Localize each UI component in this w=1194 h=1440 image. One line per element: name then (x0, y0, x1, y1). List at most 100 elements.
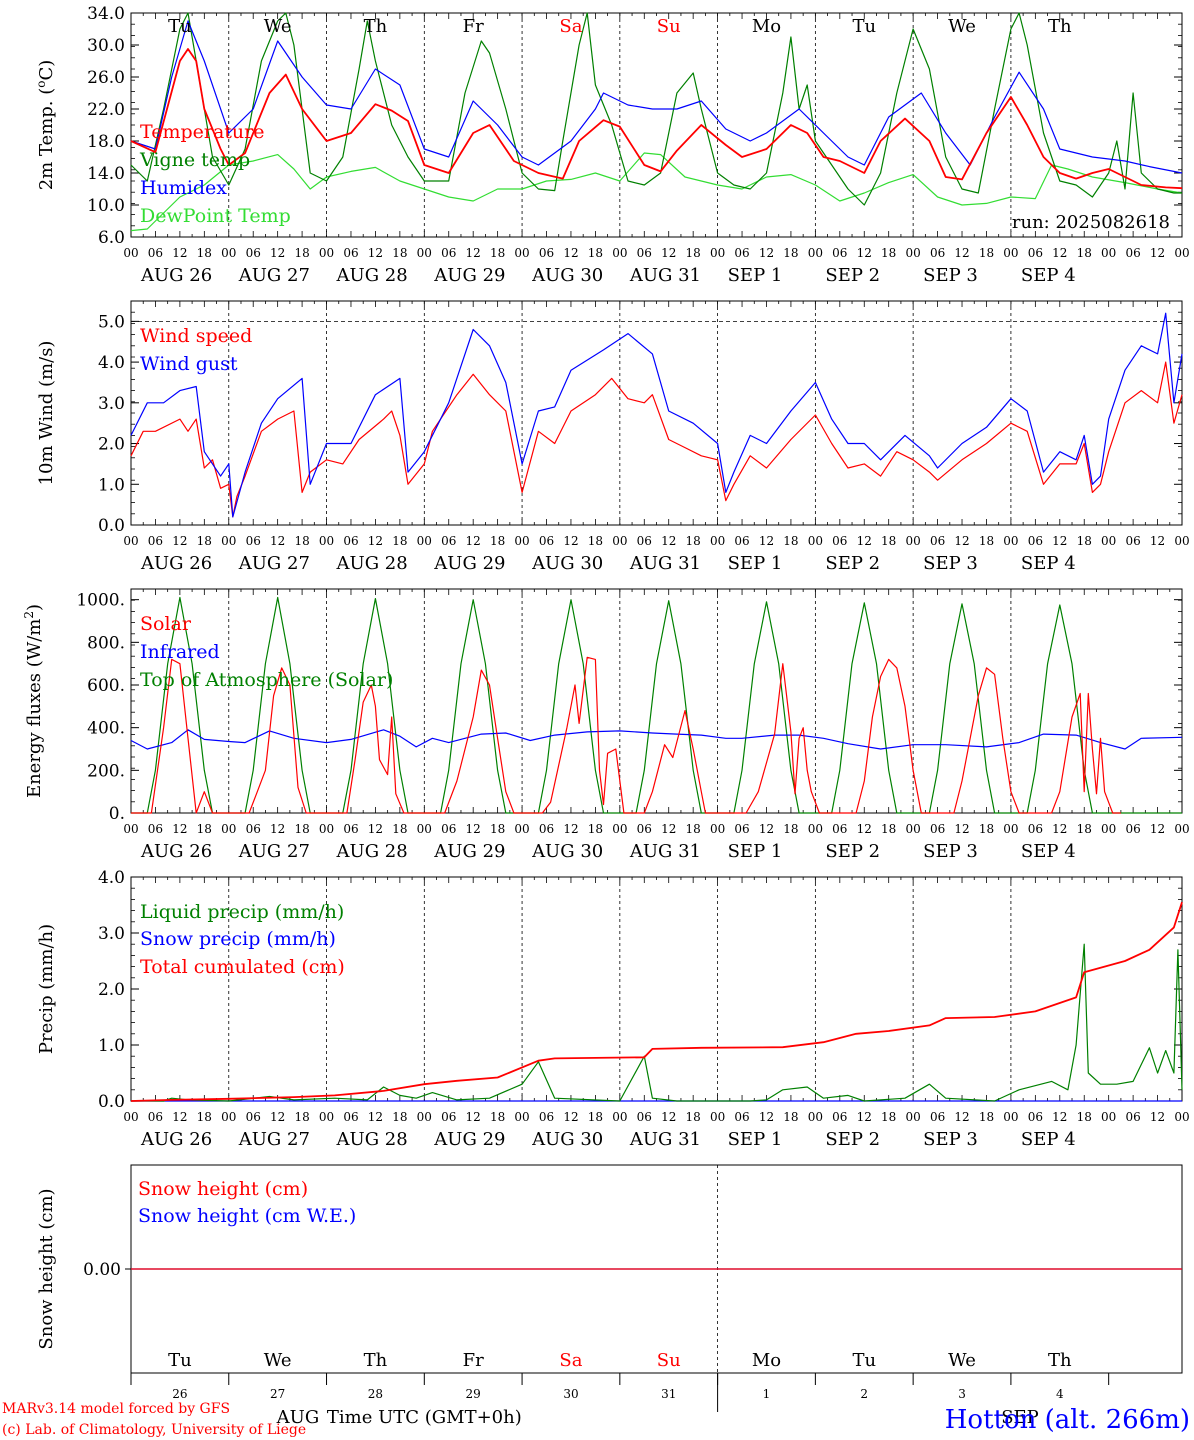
y-tick-label: 22.0 (87, 100, 125, 120)
hour-tick-label: 18 (392, 534, 407, 548)
series-line-liquid-precip-mm-h- (131, 943, 1183, 1102)
hour-tick-label: 00 (319, 1110, 334, 1124)
day-name-label: Th (1048, 16, 1072, 37)
date-label: AUG 27 (238, 1129, 310, 1150)
y-tick-label: 6.0 (98, 228, 125, 248)
hour-tick-label: 12 (1150, 822, 1165, 836)
bottom-day-number: 31 (661, 1387, 676, 1401)
hour-tick-label: 06 (246, 246, 261, 260)
hour-tick-label: 12 (661, 1110, 676, 1124)
date-label: SEP 2 (825, 265, 880, 286)
hour-tick-label: 18 (881, 822, 896, 836)
hour-tick-label: 12 (759, 534, 774, 548)
hour-tick-label: 00 (905, 246, 920, 260)
y-tick-label: 2.0 (98, 435, 125, 455)
y-tick-label: 200. (87, 761, 125, 781)
hour-tick-label: 12 (1150, 1110, 1165, 1124)
hour-tick-label: 18 (1077, 822, 1092, 836)
date-label: SEP 4 (1021, 553, 1076, 574)
panel-4: 00 06 12 18 00 06 12 18 00 06 12 18 00 06 12 18 00 06 12 18… (36, 868, 1190, 1150)
legend-entry: Liquid precip (mm/h) (140, 901, 344, 923)
run-label: run: 2025082618 (1012, 212, 1170, 233)
hour-tick-label: 18 (197, 246, 212, 260)
hour-tick-label: 00 (1101, 534, 1116, 548)
date-label: AUG 28 (336, 265, 408, 286)
y-tick-label: 400. (87, 719, 125, 739)
hour-tick-label: 06 (832, 822, 847, 836)
panel-1: 00 06 12 18 00 06 12 18 00 06 12 18 00 06 12 18 00 06 12 18… (34, 4, 1190, 286)
date-label: SEP 3 (923, 1129, 978, 1150)
hour-tick-label: 00 (514, 534, 529, 548)
hour-tick-label: 00 (1174, 822, 1189, 836)
hour-tick-label: 00 (514, 1110, 529, 1124)
hour-tick-label: 00 (612, 822, 627, 836)
date-label: SEP 4 (1021, 265, 1076, 286)
bottom-day-number: 28 (368, 1387, 383, 1401)
hour-tick-label: 18 (783, 246, 798, 260)
hour-tick-label: 18 (881, 534, 896, 548)
hour-tick-label: 06 (637, 822, 652, 836)
hour-tick-label: 00 (319, 534, 334, 548)
date-label: AUG 26 (140, 265, 212, 286)
legend-entry: Temperature (140, 121, 264, 143)
hour-tick-label: 18 (783, 1110, 798, 1124)
y-tick-label: 30.0 (87, 36, 125, 56)
hour-tick-label: 18 (686, 246, 701, 260)
hour-tick-label: 18 (490, 246, 505, 260)
hour-tick-label: 00 (612, 534, 627, 548)
hour-tick-label: 12 (661, 246, 676, 260)
y-axis-label: Precip (mm/h) (36, 924, 57, 1054)
month-label-right: SEP (1001, 1407, 1039, 1428)
hour-tick-label: 00 (417, 822, 432, 836)
hour-tick-label: 12 (661, 534, 676, 548)
y-tick-label: 4.0 (98, 353, 125, 373)
date-label: AUG 30 (531, 841, 603, 862)
day-name-label: Sa (559, 16, 582, 37)
hour-tick-label: 00 (1003, 534, 1018, 548)
bottom-day-name: Su (657, 1350, 681, 1371)
hour-tick-label: 18 (197, 1110, 212, 1124)
date-label: SEP 4 (1021, 1129, 1076, 1150)
hour-tick-label: 06 (734, 246, 749, 260)
legend-entry: Vigne temp (139, 149, 250, 171)
hour-tick-label: 12 (563, 1110, 578, 1124)
hour-tick-label: 00 (319, 246, 334, 260)
hour-tick-label: 00 (1174, 246, 1189, 260)
hour-tick-label: 12 (1150, 246, 1165, 260)
series-line-top-of-atmosphere-solar- (131, 596, 1182, 814)
hour-tick-label: 06 (637, 246, 652, 260)
legend-entry: Snow height (cm) (138, 1178, 308, 1200)
hour-tick-label: 06 (539, 246, 554, 260)
hour-tick-label: 18 (979, 246, 994, 260)
hour-tick-label: 06 (343, 822, 358, 836)
bottom-day-name: Sa (559, 1350, 582, 1371)
hour-tick-label: 12 (954, 246, 969, 260)
bottom-day-number: 27 (270, 1387, 285, 1401)
y-tick-label: 1.0 (98, 475, 125, 495)
series-line-wind-speed (130, 361, 1183, 518)
legend-entry: Snow height (cm W.E.) (138, 1205, 356, 1227)
bottom-day-name: Th (1048, 1350, 1072, 1371)
hour-tick-label: 00 (808, 534, 823, 548)
y-tick-label: 34.0 (87, 4, 125, 24)
hour-tick-label: 12 (172, 1110, 187, 1124)
hour-tick-label: 06 (1028, 822, 1043, 836)
day-name-label: Th (364, 16, 388, 37)
y-tick-label: 0.0 (98, 516, 125, 536)
panel-2: 00 06 12 18 00 06 12 18 00 06 12 18 00 06 12 18 00 06 12 18… (36, 300, 1190, 574)
series-line-wind-gust (130, 312, 1183, 518)
hour-tick-label: 06 (1028, 246, 1043, 260)
superscript: o (34, 81, 48, 88)
hour-tick-label: 12 (1052, 534, 1067, 548)
hour-tick-label: 06 (832, 1110, 847, 1124)
hour-tick-label: 18 (686, 1110, 701, 1124)
y-axis-label: Snow height (cm) (36, 1188, 57, 1349)
hour-tick-label: 00 (808, 1110, 823, 1124)
hour-tick-label: 06 (148, 1110, 163, 1124)
date-label: AUG 29 (433, 553, 505, 574)
y-axis-label: 2m Temp. (oC) (34, 60, 57, 191)
hour-tick-label: 06 (246, 534, 261, 548)
hour-tick-label: 00 (221, 1110, 236, 1124)
date-label: AUG 30 (531, 1129, 603, 1150)
hour-tick-label: 00 (417, 246, 432, 260)
